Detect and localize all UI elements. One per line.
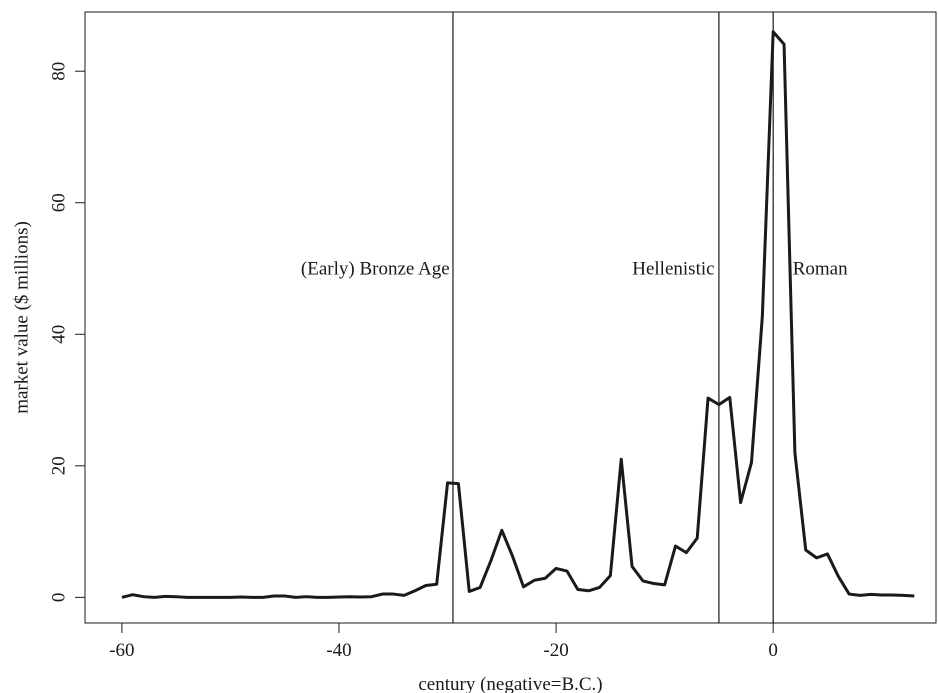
period-label-1: Hellenistic bbox=[632, 259, 714, 280]
y-tick-label: 40 bbox=[49, 325, 70, 344]
period-label-0: (Early) Bronze Age bbox=[301, 259, 450, 280]
y-tick-label: 60 bbox=[49, 193, 70, 212]
x-axis: -60 -40 -20 0 bbox=[109, 623, 778, 661]
y-axis: 0 20 40 60 80 bbox=[49, 62, 85, 603]
y-tick-label: 20 bbox=[49, 456, 70, 475]
x-tick-label: -60 bbox=[109, 640, 134, 661]
vertical-reference-lines bbox=[452, 12, 774, 623]
y-tick-label: 80 bbox=[49, 62, 70, 81]
y-axis-title: market value ($ millions) bbox=[12, 221, 33, 414]
period-annotations: (Early) Bronze Age Hellenistic Roman bbox=[301, 259, 848, 280]
period-label-2: Roman bbox=[793, 259, 848, 280]
x-axis-title: century (negative=B.C.) bbox=[418, 674, 602, 693]
plot-frame bbox=[84, 11, 937, 624]
series-line bbox=[121, 30, 915, 599]
x-tick-label: -40 bbox=[326, 640, 351, 661]
x-tick-label: -20 bbox=[543, 640, 568, 661]
y-tick-label: 0 bbox=[49, 593, 70, 603]
x-tick-label: 0 bbox=[768, 640, 778, 661]
